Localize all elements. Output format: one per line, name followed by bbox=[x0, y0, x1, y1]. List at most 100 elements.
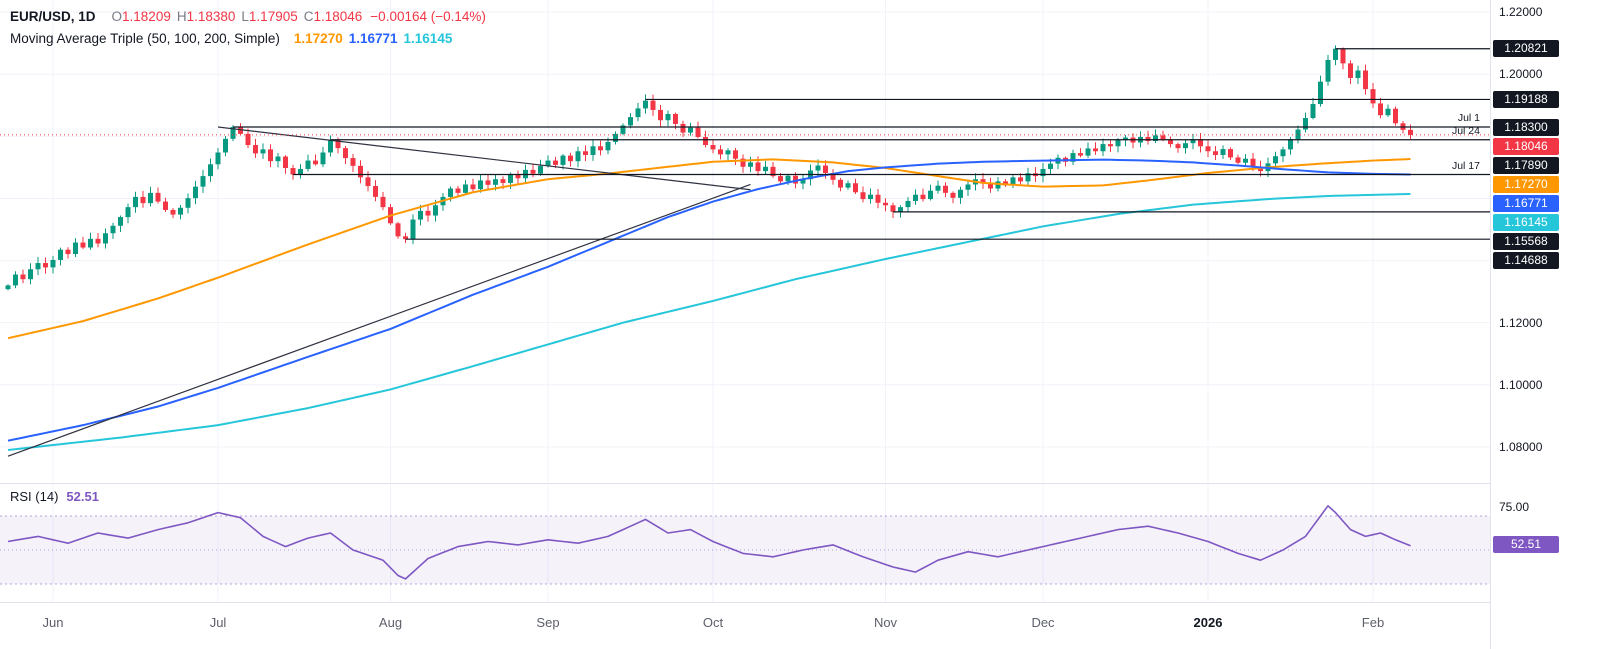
price-axis[interactable]: 1.22000 1.20000 1.12000 1.10000 1.08000 75.00… bbox=[1490, 0, 1606, 649]
rsi-line bbox=[7, 504, 1411, 580]
candle-body bbox=[133, 196, 138, 208]
rsi-badge: 52.51 bbox=[1493, 536, 1559, 554]
candle-body bbox=[335, 139, 341, 149]
candle-body bbox=[395, 223, 401, 237]
time-axis-label[interactable]: Feb bbox=[1361, 615, 1385, 630]
level-date-label: Jul 17 bbox=[1451, 159, 1480, 172]
price-tick-label: 1.08000 bbox=[1499, 439, 1543, 454]
symbol-title[interactable]: EUR/USD, 1D bbox=[10, 9, 96, 24]
candle-body bbox=[1085, 148, 1091, 156]
ma50-line bbox=[7, 158, 1411, 340]
symbol-legend-row[interactable]: EUR/USD, 1D O1.18209 H1.18380 L1.17905 C1.18… bbox=[10, 6, 486, 28]
candle-body bbox=[650, 100, 656, 110]
close-label: C bbox=[303, 9, 314, 24]
price-badge: 1.20821 bbox=[1493, 40, 1559, 58]
candle-body bbox=[178, 207, 183, 215]
time-axis-label[interactable]: Oct bbox=[702, 615, 724, 630]
ma50-value: 1.17270 bbox=[293, 31, 343, 46]
candle-body bbox=[298, 168, 303, 175]
time-axis-label[interactable]: Dec bbox=[1031, 615, 1055, 630]
ma-legend-row[interactable]: Moving Average Triple (50, 100, 200, Sim… bbox=[10, 28, 486, 50]
candle-body bbox=[980, 179, 986, 184]
candle-body bbox=[410, 219, 416, 240]
candle-body bbox=[620, 125, 626, 134]
time-axis-label[interactable]: Jun bbox=[42, 615, 64, 630]
candle-body bbox=[965, 184, 971, 190]
candle-body bbox=[283, 156, 288, 169]
candle-body bbox=[740, 158, 746, 167]
candle-body bbox=[710, 145, 716, 150]
candle-body bbox=[485, 180, 491, 185]
candle-body bbox=[208, 164, 213, 177]
candle-body bbox=[688, 127, 693, 133]
candle-body bbox=[988, 183, 993, 189]
candle-body bbox=[703, 136, 708, 146]
time-axis-label[interactable]: Jul bbox=[209, 615, 227, 630]
candle-body bbox=[223, 138, 228, 153]
candle-body bbox=[530, 169, 536, 174]
candle-body bbox=[583, 151, 588, 155]
price-badge: 1.15568 bbox=[1493, 232, 1559, 250]
candle-body bbox=[605, 141, 611, 151]
candle-body bbox=[1160, 135, 1166, 140]
ma200-value: 1.16145 bbox=[403, 31, 453, 46]
candle-body bbox=[515, 174, 521, 179]
candle-body bbox=[928, 190, 933, 200]
candle-body bbox=[943, 185, 948, 193]
candle-body bbox=[665, 113, 671, 121]
candle-body bbox=[313, 160, 318, 165]
candle-body bbox=[1183, 143, 1188, 149]
candle-body bbox=[890, 205, 896, 212]
rsi-pane[interactable]: RSI (14) 52.51 bbox=[0, 483, 1490, 602]
time-axis-label[interactable]: 2026 bbox=[1193, 615, 1223, 630]
candle-body bbox=[1115, 140, 1121, 147]
change-value: −0.00164 (−0.14%) bbox=[370, 9, 486, 24]
candle-body bbox=[1385, 108, 1391, 116]
time-axis-label[interactable]: Aug bbox=[378, 615, 403, 630]
time-axis-label[interactable]: Nov bbox=[873, 615, 898, 630]
candle-body bbox=[613, 133, 618, 142]
price-badge: 1.18300 bbox=[1493, 118, 1559, 136]
ma200-line bbox=[7, 192, 1411, 452]
candle-body bbox=[913, 194, 918, 201]
candle-body bbox=[118, 217, 123, 226]
candle-body bbox=[538, 165, 543, 174]
candle-body bbox=[478, 180, 483, 190]
candle-body bbox=[1123, 137, 1128, 141]
level-date-label: Jul 24 bbox=[1451, 124, 1480, 137]
candle-body bbox=[1318, 81, 1323, 105]
candle-body bbox=[545, 160, 551, 166]
candle-body bbox=[598, 146, 603, 151]
candle-body bbox=[403, 236, 408, 240]
candle-body bbox=[1168, 139, 1173, 145]
candle-body bbox=[860, 192, 866, 200]
rsi-legend[interactable]: RSI (14) 52.51 bbox=[10, 489, 99, 504]
candle-body bbox=[155, 192, 161, 202]
price-tick-label: 1.22000 bbox=[1499, 5, 1543, 20]
candle-body bbox=[425, 210, 431, 216]
time-axis[interactable]: Jun Jul Aug Sep Oct Nov Dec 2026 Feb bbox=[0, 602, 1490, 649]
rsi-chart-canvas[interactable] bbox=[0, 484, 1490, 602]
candle-body bbox=[1355, 70, 1361, 78]
rsi-indicator-title[interactable]: RSI (14) bbox=[10, 489, 59, 504]
candle-body bbox=[680, 123, 686, 133]
candle-body bbox=[815, 165, 821, 171]
rsi-tick-label: 75.00 bbox=[1499, 499, 1530, 514]
candle-body bbox=[800, 179, 806, 184]
price-badge: 1.19188 bbox=[1493, 90, 1559, 108]
price-pane[interactable]: EUR/USD, 1D O1.18209 H1.18380 L1.17905 C1.18… bbox=[0, 0, 1490, 482]
candle-body bbox=[28, 269, 33, 280]
candle-body bbox=[1378, 103, 1383, 116]
candle-body bbox=[1310, 104, 1316, 119]
time-axis-label[interactable]: Sep bbox=[536, 615, 560, 630]
candle-body bbox=[958, 189, 963, 198]
ma-indicator-title[interactable]: Moving Average Triple (50, 100, 200, Sim… bbox=[10, 31, 280, 46]
candle-body bbox=[875, 194, 881, 203]
candle-body bbox=[493, 179, 498, 185]
candle-body bbox=[230, 127, 236, 139]
open-label: O bbox=[111, 9, 123, 24]
price-chart-canvas[interactable] bbox=[0, 0, 1490, 482]
candle-body bbox=[1198, 139, 1203, 147]
candle-body bbox=[770, 166, 776, 177]
candle-body bbox=[1363, 70, 1368, 90]
